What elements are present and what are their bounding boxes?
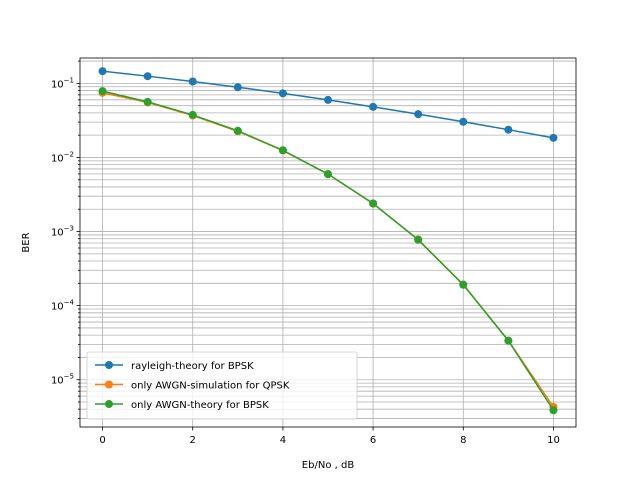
data-point [504,336,513,345]
series-3 [98,87,558,415]
data-point [188,110,197,119]
legend-item: rayleigh-theory for BPSK [95,361,254,372]
y-tick-label: 10−4 [51,299,75,313]
data-point [233,126,242,135]
data-point [459,280,468,289]
legend-marker [105,361,113,369]
legend-box [86,351,358,420]
x-axis-label: Eb/No , dB [302,460,355,471]
y-tick-label: 10−3 [51,225,74,239]
y-tick-label: 10−1 [51,76,74,90]
data-point [549,406,558,415]
legend: rayleigh-theory for BPSK only AWGN-simula… [86,351,358,420]
data-point [143,72,152,81]
data-point [414,235,423,244]
legend-item: only AWGN-simulation for QPSK [95,380,290,392]
data-point [188,77,197,86]
x-axis-ticks: 0 2 4 6 8 10 [99,427,560,446]
data-point [459,117,468,126]
x-tick-label: 0 [99,435,105,446]
x-tick-label: 10 [547,435,560,446]
x-tick-label: 8 [460,435,466,446]
data-point [369,102,378,111]
y-axis-label: BER [21,232,32,252]
y-axis-ticks: 10−5 10−4 10−3 10−2 10−1 [51,60,80,419]
legend-label: rayleigh-theory for BPSK [131,361,254,372]
x-tick-label: 6 [370,435,376,446]
legend-label: only AWGN-theory for BPSK [131,400,269,411]
y-tick-label: 10−2 [51,150,74,164]
data-point [504,125,513,134]
data-point [98,87,107,96]
plot-frame [79,57,577,428]
series-1 [98,67,558,142]
data-point [549,133,558,142]
data-point [143,97,152,106]
data-point [278,146,287,155]
data-point [324,95,332,104]
data-point [369,199,378,208]
legend-item: only AWGN-theory for BPSK [95,400,269,411]
x-tick-label: 2 [190,435,196,446]
data-point [324,170,332,179]
series-line [102,70,554,139]
data-point [233,83,242,92]
legend-label: only AWGN-simulation for QPSK [131,381,290,392]
data-point [278,89,287,98]
x-tick-label: 4 [280,435,286,446]
y-tick-label: 10−5 [51,373,74,387]
data-point [98,67,107,76]
plot-series [98,67,558,415]
data-point [414,110,423,119]
legend-marker [105,380,113,389]
legend-marker [105,400,113,408]
